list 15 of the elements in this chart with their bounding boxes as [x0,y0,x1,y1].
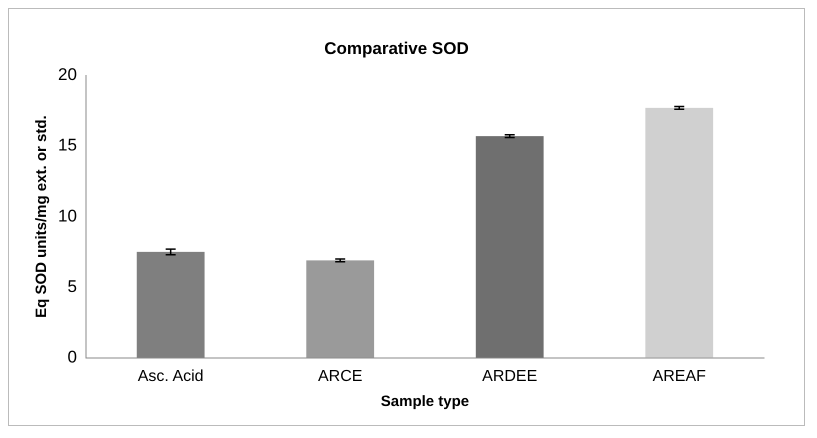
x-tick-label: AREAF [652,368,706,385]
y-tick-label: 15 [58,136,77,155]
x-tick-label: Asc. Acid [138,368,204,385]
x-tick-label: ARCE [318,368,362,385]
y-tick-label: 5 [67,276,77,296]
y-tick-label: 0 [67,347,77,366]
x-axis-title: Sample type [380,393,470,410]
chart-title: Comparative SOD [324,38,469,58]
x-tick-label: ARDEE [482,368,538,385]
bar [476,136,544,358]
y-tick-label: 20 [58,65,77,84]
bar [645,108,714,358]
y-axis-title: Eq SOD units/mg ext. or std. [33,115,50,318]
y-tick-label: 10 [58,206,77,226]
bar [306,260,374,358]
